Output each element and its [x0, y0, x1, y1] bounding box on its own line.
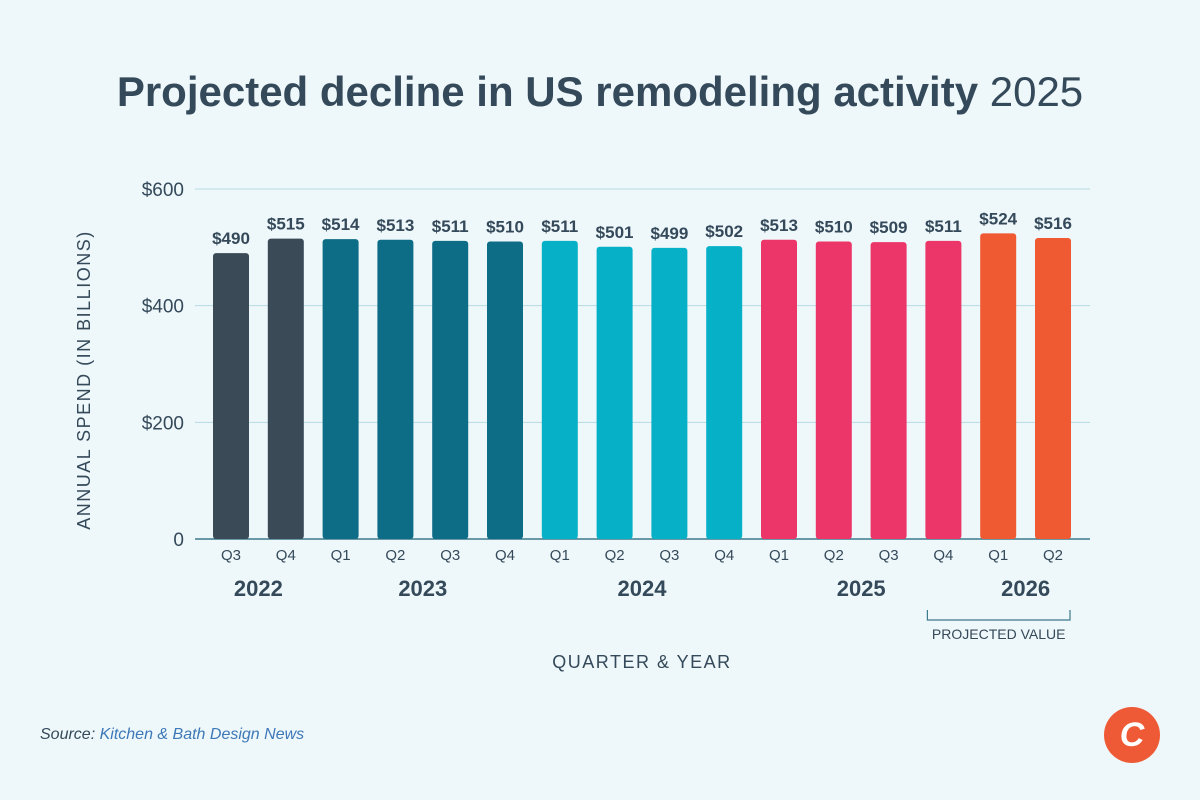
x-tick-label: Q2 [824, 547, 844, 564]
logo-letter: C [1119, 716, 1145, 754]
x-tick-label: Q4 [714, 547, 734, 564]
bar-value-label: $511 [925, 217, 962, 236]
bars [213, 233, 1071, 540]
bar-value-label: $514 [322, 215, 360, 234]
y-axis-title: ANNUAL SPEND (IN BILLIONS) [74, 230, 94, 529]
bar-value-label: $515 [267, 215, 305, 234]
x-tick-label: Q4 [933, 547, 953, 564]
bar [980, 233, 1017, 540]
chart-title: Projected decline in US remodeling activ… [0, 66, 1200, 118]
x-tick-label: Q2 [605, 547, 625, 564]
labels: 0 $200 $400 $600 $490 Q3 $515 Q4 $514 Q1 $513 Q2 $51… [74, 180, 1072, 672]
x-tick-label: Q2 [1043, 547, 1063, 564]
bar [213, 253, 249, 539]
bar-value-label: $511 [541, 217, 578, 236]
x-axis-title: QUARTER & YEAR [552, 652, 731, 672]
x-tick-label: Q1 [550, 547, 570, 564]
projected-value-label: PROJECTED VALUE [932, 626, 1066, 642]
year-label: 2022 [234, 576, 283, 601]
bar [925, 240, 962, 539]
y-tick-label: $600 [142, 180, 184, 201]
source-link[interactable]: Kitchen & Bath Design News [99, 726, 305, 743]
x-tick-label: Q4 [495, 547, 515, 564]
y-tick-label: $200 [142, 413, 184, 434]
bar-value-label: $509 [870, 218, 908, 237]
bar [815, 241, 852, 539]
bar [651, 247, 688, 539]
brand-logo: C [1104, 707, 1160, 763]
bar [1035, 238, 1071, 539]
bar [267, 238, 304, 540]
y-tick-label: 0 [173, 530, 184, 551]
x-tick-label: Q3 [440, 547, 460, 564]
x-tick-label: Q1 [331, 547, 351, 564]
bar [761, 239, 797, 539]
bar-value-label: $510 [815, 218, 853, 237]
x-tick-label: Q1 [769, 547, 789, 564]
x-tick-label: Q3 [659, 547, 679, 564]
x-tick-label: Q2 [385, 547, 405, 564]
year-label: 2025 [837, 576, 886, 601]
chart-title-main: Projected decline in US remodeling activ… [116, 68, 979, 115]
bar-value-label: $513 [376, 216, 414, 235]
chart-title-year: 2025 [989, 68, 1084, 115]
bar [432, 240, 469, 539]
bar [870, 242, 907, 540]
bar [377, 239, 414, 539]
x-tick-label: Q3 [879, 547, 899, 564]
source-note: Source: Kitchen & Bath Design News [40, 726, 304, 744]
bar-value-label: $516 [1034, 214, 1072, 233]
bar-value-label: $513 [760, 216, 798, 235]
year-label: 2024 [618, 576, 668, 601]
bar [487, 241, 523, 539]
bar [541, 240, 578, 539]
bar [596, 246, 633, 539]
bar-value-label: $490 [212, 229, 250, 248]
year-label: 2026 [1001, 576, 1050, 601]
bar-value-label: $510 [486, 218, 524, 237]
bar-value-label: $511 [432, 217, 469, 236]
x-tick-label: Q1 [988, 547, 1008, 564]
x-tick-label: Q3 [221, 547, 241, 564]
y-tick-label: $400 [142, 297, 184, 318]
x-tick-label: Q4 [276, 547, 296, 564]
bar-value-label: $501 [596, 223, 634, 242]
bar-value-label: $499 [650, 224, 688, 243]
bar [706, 246, 743, 539]
year-label: 2023 [398, 576, 447, 601]
projected-bracket [926, 610, 1071, 621]
bar-value-label: $524 [979, 209, 1017, 228]
bar-value-label: $502 [705, 222, 743, 241]
bar [322, 239, 359, 539]
source-prefix: Source: [40, 726, 96, 743]
